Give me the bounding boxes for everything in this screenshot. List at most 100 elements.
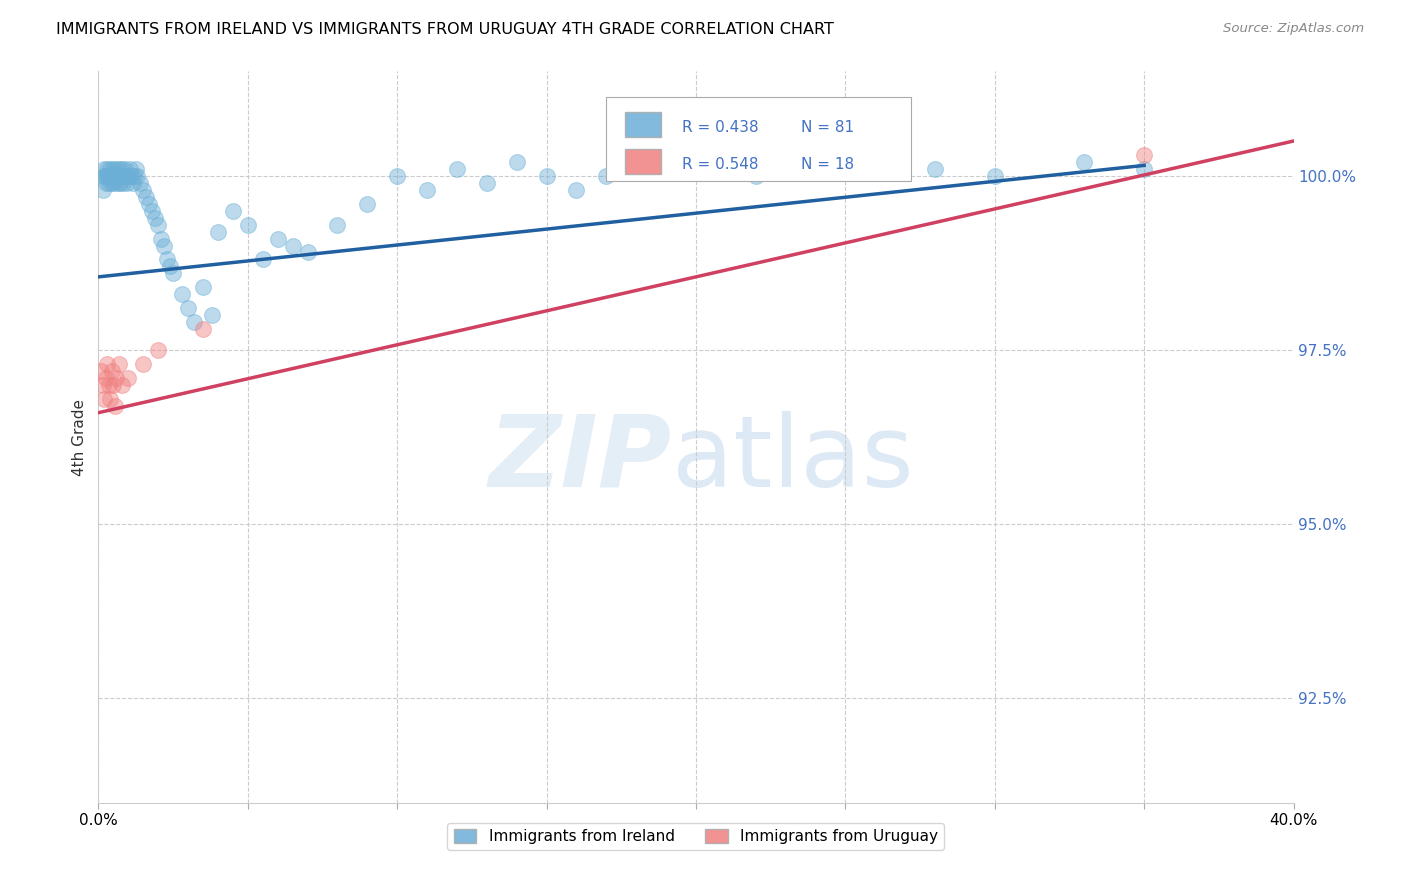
Point xyxy=(96,169,118,183)
Text: IMMIGRANTS FROM IRELAND VS IMMIGRANTS FROM URUGUAY 4TH GRADE CORRELATION CHART: IMMIGRANTS FROM IRELAND VS IMMIGRANTS FR… xyxy=(56,22,834,37)
Point xyxy=(745,169,768,183)
Point xyxy=(117,371,139,385)
Point xyxy=(172,287,194,301)
Point xyxy=(104,169,127,183)
Text: N = 81: N = 81 xyxy=(801,120,855,136)
Point xyxy=(101,364,124,378)
Point xyxy=(105,371,128,385)
Point xyxy=(267,231,290,245)
Point xyxy=(536,169,558,183)
Point xyxy=(104,169,127,183)
Point xyxy=(1133,148,1156,162)
Point xyxy=(416,183,439,197)
Point xyxy=(112,169,135,183)
Point xyxy=(111,169,134,183)
Point xyxy=(105,169,128,183)
Point xyxy=(141,203,163,218)
Point xyxy=(135,190,157,204)
Point xyxy=(1073,155,1095,169)
Point xyxy=(201,308,224,322)
Point xyxy=(118,161,141,176)
Point xyxy=(94,169,117,183)
Point xyxy=(138,196,160,211)
Point xyxy=(595,169,617,183)
Point xyxy=(506,155,529,169)
Point xyxy=(110,169,132,183)
Point xyxy=(156,252,179,267)
Point xyxy=(984,169,1007,183)
Text: R = 0.438: R = 0.438 xyxy=(682,120,758,136)
Point xyxy=(120,169,142,183)
Point xyxy=(150,231,173,245)
Point xyxy=(326,218,349,232)
FancyBboxPatch shape xyxy=(626,149,661,174)
Point xyxy=(91,377,114,392)
Point xyxy=(103,377,125,392)
Point xyxy=(125,161,148,176)
Point xyxy=(91,183,114,197)
Point xyxy=(97,169,120,183)
Point xyxy=(565,183,588,197)
FancyBboxPatch shape xyxy=(626,112,661,137)
Point xyxy=(108,161,131,176)
Point xyxy=(446,161,468,176)
Point xyxy=(105,161,128,176)
Point xyxy=(685,161,707,176)
Point xyxy=(97,377,120,392)
Y-axis label: 4th Grade: 4th Grade xyxy=(72,399,87,475)
Point xyxy=(111,176,134,190)
Point xyxy=(90,364,112,378)
Point xyxy=(101,176,124,190)
Point xyxy=(356,196,378,211)
Point xyxy=(121,176,143,190)
Point xyxy=(924,161,946,176)
Point xyxy=(153,238,176,252)
Text: atlas: atlas xyxy=(672,410,914,508)
Point xyxy=(177,301,200,316)
Point xyxy=(132,183,155,197)
Point xyxy=(103,176,125,190)
Point xyxy=(96,161,118,176)
Point xyxy=(97,176,120,190)
Point xyxy=(183,315,205,329)
Point xyxy=(127,169,149,183)
Point xyxy=(107,176,129,190)
Point xyxy=(108,176,131,190)
Point xyxy=(100,169,122,183)
Point xyxy=(385,169,409,183)
Point xyxy=(104,399,127,413)
Point xyxy=(191,280,214,294)
Point xyxy=(626,155,648,169)
Point xyxy=(281,238,304,252)
Point xyxy=(143,211,166,225)
Point xyxy=(475,176,498,190)
Point xyxy=(111,161,134,176)
Point xyxy=(93,392,115,406)
Point xyxy=(252,252,274,267)
Point xyxy=(115,176,138,190)
Point xyxy=(114,161,136,176)
Point xyxy=(108,357,131,371)
Legend: Immigrants from Ireland, Immigrants from Uruguay: Immigrants from Ireland, Immigrants from… xyxy=(447,822,945,850)
Point xyxy=(101,169,124,183)
Point xyxy=(98,169,121,183)
Point xyxy=(834,155,856,169)
Point xyxy=(96,357,118,371)
Point xyxy=(148,343,170,357)
Point xyxy=(98,161,122,176)
Point xyxy=(132,357,155,371)
Point xyxy=(93,169,115,183)
Point xyxy=(222,203,245,218)
Point xyxy=(236,218,259,232)
Text: N = 18: N = 18 xyxy=(801,157,855,172)
Point xyxy=(93,161,115,176)
FancyBboxPatch shape xyxy=(606,97,911,181)
Point xyxy=(148,218,170,232)
Point xyxy=(159,260,181,274)
Point xyxy=(107,169,129,183)
Point xyxy=(191,322,214,336)
Point xyxy=(114,169,136,183)
Text: R = 0.548: R = 0.548 xyxy=(682,157,758,172)
Point xyxy=(103,161,125,176)
Point xyxy=(94,176,117,190)
